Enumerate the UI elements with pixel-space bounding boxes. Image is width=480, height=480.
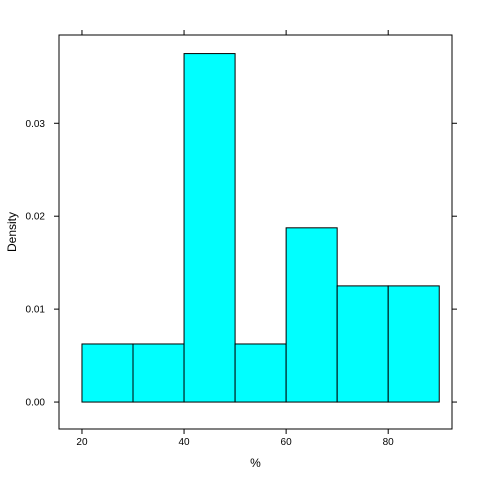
histogram-bar-2 bbox=[132, 343, 185, 403]
bars-group bbox=[81, 53, 440, 403]
y-tick-label: 0.02 bbox=[26, 212, 46, 223]
y-axis: 0.00 0.01 0.02 0.03 bbox=[26, 119, 457, 409]
y-tick-label: 0.00 bbox=[26, 398, 46, 409]
y-axis-label: Density bbox=[5, 212, 19, 252]
histogram-bar-4 bbox=[234, 343, 287, 403]
histogram-bar-7 bbox=[387, 285, 440, 403]
x-tick-label: 60 bbox=[281, 437, 293, 448]
histogram-bar-1 bbox=[81, 343, 134, 403]
y-tick-label: 0.01 bbox=[26, 305, 46, 316]
x-axis-label: % bbox=[250, 456, 261, 470]
x-tick-label: 80 bbox=[383, 437, 395, 448]
histogram-bar-3 bbox=[183, 53, 236, 403]
histogram-bar-6 bbox=[336, 285, 389, 403]
histogram-bar-5 bbox=[285, 227, 338, 403]
x-axis: 20 40 60 80 bbox=[76, 30, 394, 448]
x-tick-label: 40 bbox=[178, 437, 190, 448]
y-tick-label: 0.03 bbox=[26, 119, 46, 130]
plot-frame bbox=[58, 34, 453, 430]
x-tick-label: 20 bbox=[76, 437, 88, 448]
